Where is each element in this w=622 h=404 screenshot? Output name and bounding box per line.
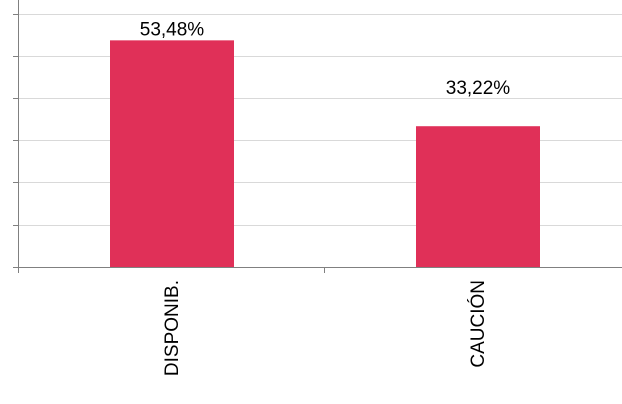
bar-2 <box>416 126 540 267</box>
data-label-2: 33,22% <box>446 78 511 99</box>
data-label-1: 53,48% <box>140 19 205 40</box>
bars <box>110 40 540 268</box>
x-tick-label-2: CAUCIÓN <box>467 280 489 368</box>
labels: 53,48% DISPONIB. 33,22% CAUCIÓN <box>140 19 511 376</box>
x-tick-label-1: DISPONIB. <box>162 280 183 376</box>
axes <box>13 0 622 273</box>
bar-1 <box>110 40 234 268</box>
